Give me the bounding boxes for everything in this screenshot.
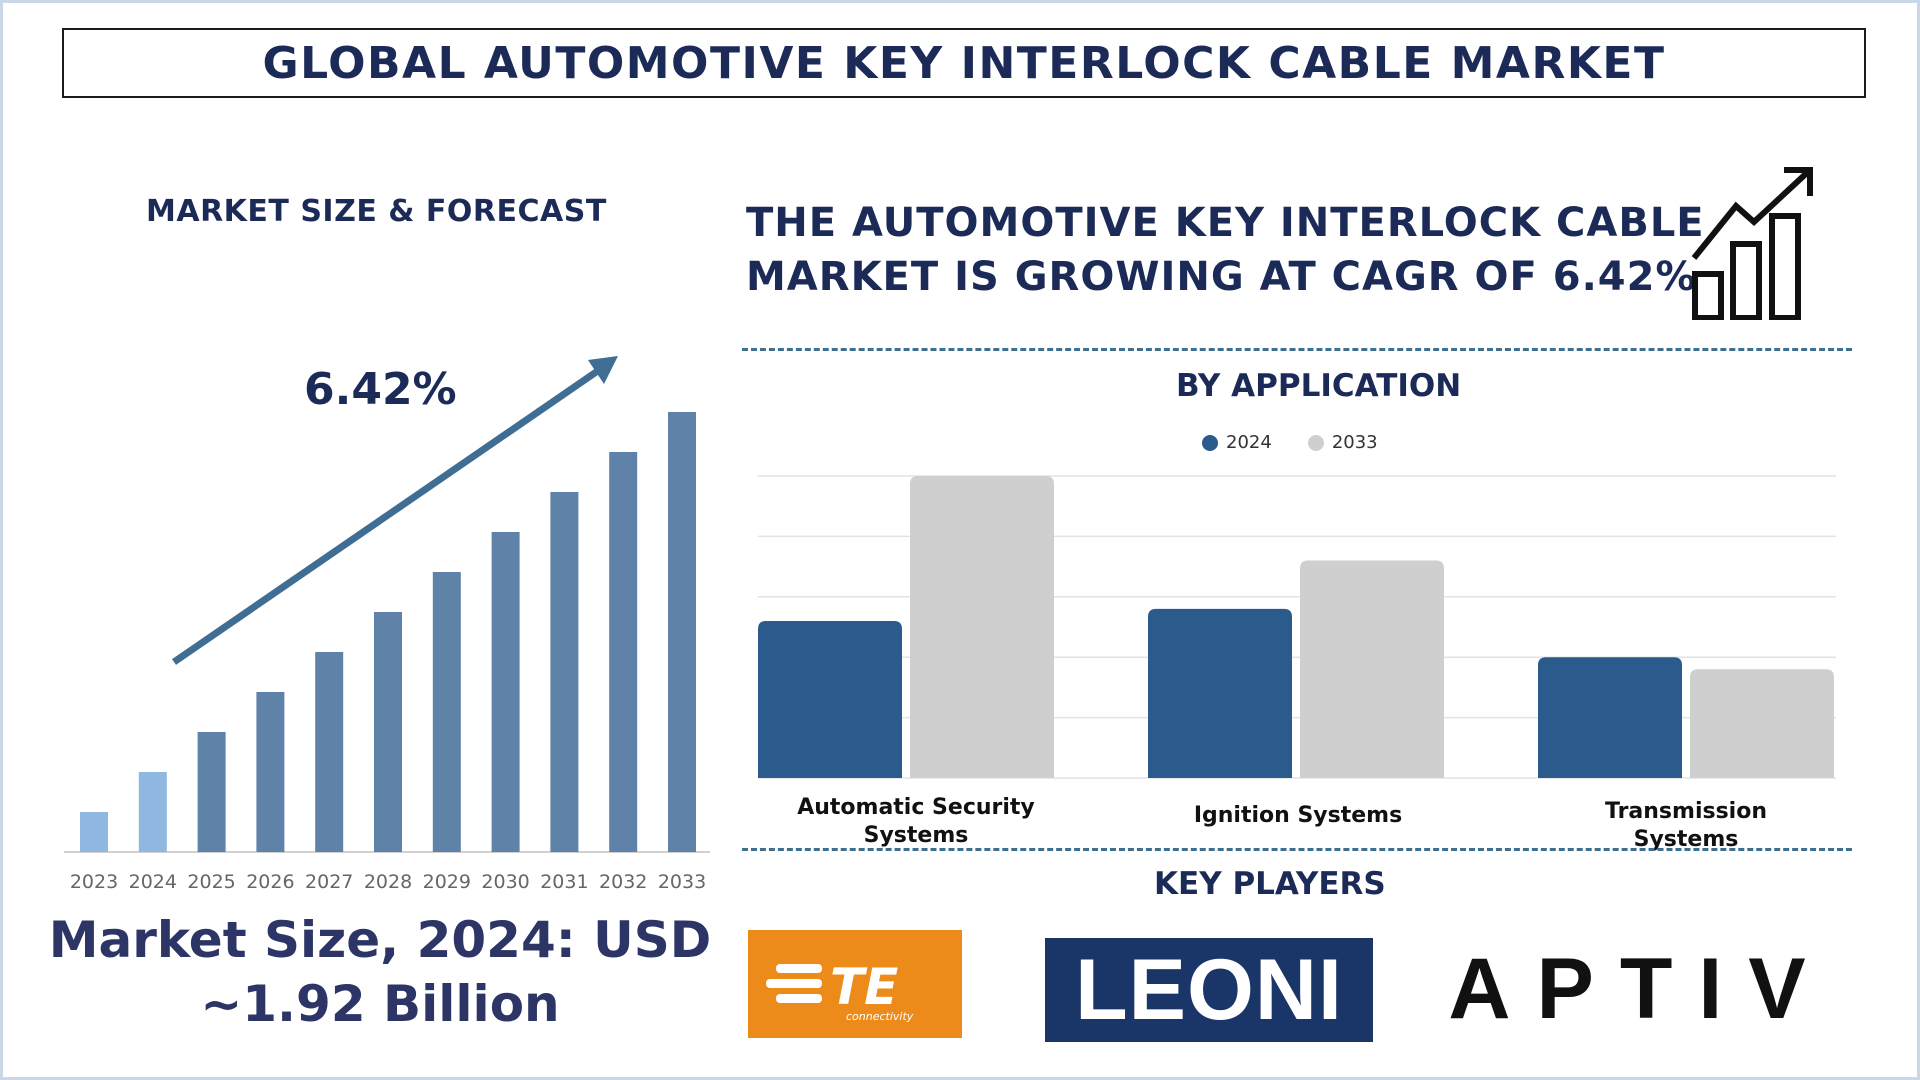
year-tick-2029: 2029 [423, 871, 471, 893]
application-legend: 2024 2033 [1202, 432, 1378, 453]
by-application-title: BY APPLICATION [1176, 368, 1462, 404]
legend-item-2033: 2033 [1307, 432, 1378, 453]
leoni-logo-text: LEONI [1075, 941, 1343, 1038]
application-bar-2024-2 [1148, 608, 1292, 778]
market-size-line2: ~1.92 Billion [200, 975, 560, 1033]
divider-bottom [742, 848, 1852, 851]
legend-item-2024: 2024 [1202, 432, 1272, 453]
forecast-bar-2028 [374, 612, 402, 852]
te-logo-text: TE [830, 958, 898, 1016]
legend-label-2033: 2033 [1331, 432, 1378, 453]
application-bar-2033-3 [1690, 669, 1834, 778]
forecast-bar-2024 [138, 772, 167, 852]
leoni-logo: LEONI [1045, 938, 1373, 1042]
page-title: GLOBAL AUTOMOTIVE KEY INTERLOCK CABLE MA… [262, 37, 1666, 89]
year-tick-2023: 2023 [70, 871, 118, 893]
year-tick-2033: 2033 [658, 871, 706, 893]
year-tick-2032: 2032 [599, 871, 647, 893]
cagr-headline: THE AUTOMOTIVE KEY INTERLOCK CABLE MARKE… [746, 196, 1705, 304]
forecast-bar-2032 [609, 452, 638, 852]
application-bar-2033-2 [1300, 560, 1444, 778]
forecast-bar-2027 [315, 652, 344, 852]
year-tick-2031: 2031 [540, 871, 588, 893]
legend-swatch-2033 [1307, 434, 1324, 451]
headline-line1: THE AUTOMOTIVE KEY INTERLOCK CABLE [746, 200, 1705, 246]
forecast-bar-2029 [432, 572, 461, 852]
aptiv-logo-text: APTIV [1448, 940, 1832, 1037]
growth-arrow [172, 365, 604, 665]
year-tick-2028: 2028 [364, 871, 412, 893]
year-tick-2026: 2026 [246, 871, 294, 893]
key-players-title: KEY PLAYERS [1154, 866, 1386, 902]
forecast-bar-2025 [197, 732, 226, 852]
application-chart [758, 475, 1836, 779]
cagr-annotation: 6.42% [304, 364, 457, 415]
forecast-bar-2026 [256, 692, 285, 852]
growth-arrow-head [588, 356, 618, 384]
application-bar-2033-1 [910, 476, 1054, 778]
title-banner: GLOBAL AUTOMOTIVE KEY INTERLOCK CABLE MA… [62, 28, 1866, 98]
legend-label-2024: 2024 [1226, 432, 1272, 453]
growth-chart-icon [1691, 167, 1813, 320]
year-tick-2024: 2024 [129, 871, 177, 893]
forecast-bar-2031 [550, 492, 579, 852]
year-tick-2025: 2025 [187, 871, 235, 893]
market-forecast-chart: 2023 2024 2025 2026 2027 2028 2029 2030 2031 2032… [64, 356, 710, 893]
aptiv-logo: APTIV [1430, 941, 1850, 1037]
te-logo-mark: TE connectivity [766, 958, 914, 1023]
forecast-bar-2030 [491, 532, 520, 852]
divider-top [742, 348, 1852, 351]
headline-line2: MARKET IS GROWING AT CAGR OF 6.42% [746, 254, 1697, 300]
category-label-transmission: Transmission Systems [1604, 799, 1767, 852]
te-connectivity-logo: TE connectivity [748, 930, 962, 1038]
forecast-bar-2033 [668, 412, 696, 852]
market-size-forecast-heading: MARKET SIZE & FORECAST [146, 194, 607, 229]
te-logo-subtext: connectivity [846, 1010, 914, 1023]
market-size-line1: Market Size, 2024: USD [48, 911, 712, 969]
application-bar-2024-3 [1538, 657, 1682, 778]
year-tick-2030: 2030 [481, 871, 529, 893]
legend-swatch-2024 [1202, 434, 1218, 451]
application-bar-2024-1 [758, 620, 902, 778]
category-label-automatic-security: Automatic Security Systems [797, 795, 1035, 848]
category-label-ignition: Ignition Systems [1193, 803, 1403, 828]
forecast-bar-2023 [80, 812, 108, 852]
market-size-text: Market Size, 2024: USD ~1.92 Billion [40, 908, 720, 1036]
year-tick-2027: 2027 [305, 871, 353, 893]
